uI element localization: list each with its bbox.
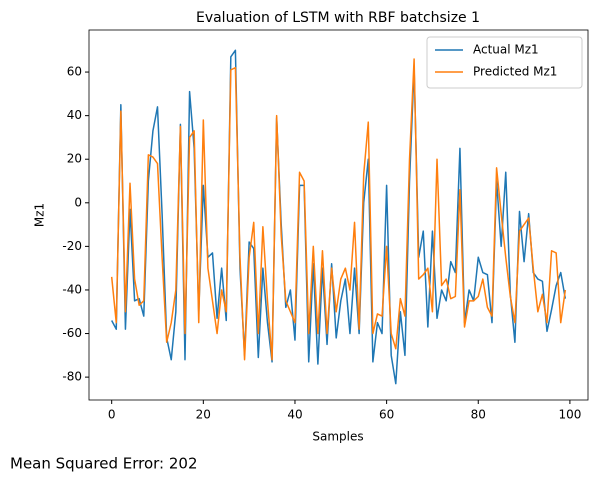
x-tick-label: 0 xyxy=(108,408,116,422)
x-tick-label: 100 xyxy=(558,408,581,422)
legend-label: Predicted Mz1 xyxy=(473,65,557,79)
y-tick-label: -20 xyxy=(62,239,82,253)
annotation: Mean Squared Error: 202 xyxy=(10,455,198,473)
y-tick-label: 40 xyxy=(67,108,82,122)
data-line xyxy=(110,58,567,361)
y-tick-label: 20 xyxy=(67,152,82,166)
x-tick-label: 40 xyxy=(287,408,302,422)
y-tick-label: 0 xyxy=(74,195,82,209)
x-axis-label: Samples xyxy=(312,430,363,444)
y-tick-label: -40 xyxy=(62,282,82,296)
legend-label: Actual Mz1 xyxy=(473,43,539,57)
legend-box xyxy=(426,36,583,89)
y-axis-label: Mz1 xyxy=(33,203,47,227)
x-tick-label: 20 xyxy=(196,408,211,422)
x-tick-label: 80 xyxy=(471,408,486,422)
y-tick-label: -60 xyxy=(62,326,82,340)
y-tick-label: 60 xyxy=(67,65,82,79)
chart-title: Evaluation of LSTM with RBF batchsize 1 xyxy=(196,10,480,26)
plot-frame xyxy=(88,29,589,401)
x-tick-label: 60 xyxy=(379,408,394,422)
y-tick-label: -80 xyxy=(62,370,82,384)
